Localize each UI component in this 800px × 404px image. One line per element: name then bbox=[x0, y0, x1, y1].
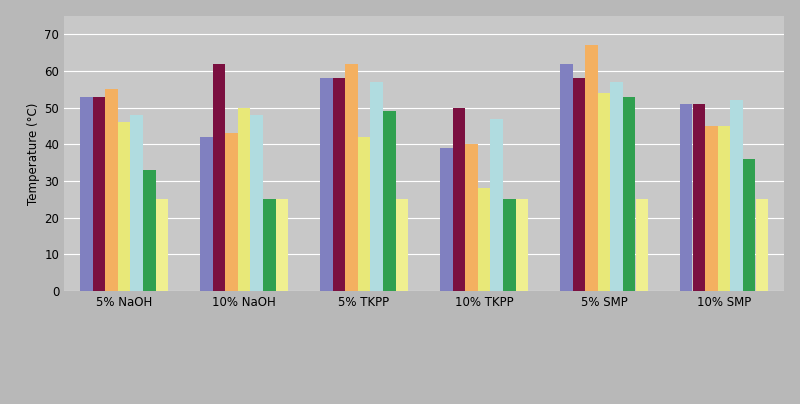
Bar bbox=[560, 64, 573, 291]
Bar bbox=[130, 115, 143, 291]
Bar bbox=[490, 119, 503, 291]
Bar bbox=[503, 199, 515, 291]
Bar bbox=[155, 199, 168, 291]
Bar bbox=[718, 126, 730, 291]
Bar bbox=[143, 170, 155, 291]
Bar bbox=[250, 115, 263, 291]
Bar bbox=[370, 82, 383, 291]
Bar bbox=[275, 199, 288, 291]
Bar bbox=[573, 78, 585, 291]
Bar bbox=[610, 82, 623, 291]
Bar bbox=[80, 97, 93, 291]
Bar bbox=[263, 199, 275, 291]
Bar bbox=[225, 133, 238, 291]
Bar bbox=[465, 144, 478, 291]
Bar bbox=[358, 137, 370, 291]
Bar bbox=[345, 64, 358, 291]
Bar bbox=[755, 199, 768, 291]
Bar bbox=[705, 126, 718, 291]
Bar bbox=[623, 97, 635, 291]
Bar bbox=[383, 112, 395, 291]
Bar bbox=[320, 78, 333, 291]
Bar bbox=[105, 89, 118, 291]
Bar bbox=[93, 97, 105, 291]
Bar bbox=[333, 78, 345, 291]
Bar bbox=[118, 122, 130, 291]
Y-axis label: Temperature (°C): Temperature (°C) bbox=[27, 102, 40, 205]
Bar bbox=[743, 159, 755, 291]
Bar bbox=[598, 93, 610, 291]
Bar bbox=[453, 108, 465, 291]
Bar bbox=[213, 64, 225, 291]
Bar bbox=[585, 46, 598, 291]
Bar bbox=[395, 199, 408, 291]
Bar bbox=[200, 137, 213, 291]
Bar bbox=[515, 199, 528, 291]
Bar bbox=[635, 199, 648, 291]
Bar bbox=[478, 188, 490, 291]
Bar bbox=[730, 101, 743, 291]
Bar bbox=[693, 104, 705, 291]
Bar bbox=[238, 108, 250, 291]
Bar bbox=[680, 104, 693, 291]
Bar bbox=[440, 148, 453, 291]
